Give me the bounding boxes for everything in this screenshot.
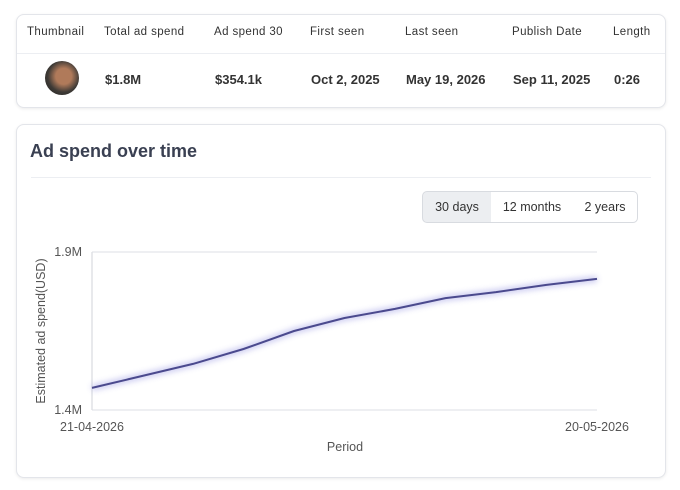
panel-title: Ad spend over time [30,141,198,161]
column-header: Ad spend 30 [214,26,283,38]
range-button[interactable]: 12 months [491,191,574,223]
cell: 0:26 [614,72,641,87]
y-tick-label: 1.9M [54,245,82,259]
column-header: Length [613,26,651,38]
line-glow [91,275,598,391]
thumbnail[interactable] [45,61,79,95]
header-divider [17,53,665,54]
cell: May 19, 2026 [406,72,486,87]
cell: $1.8M [105,72,142,87]
divider [31,177,651,178]
line [91,277,598,389]
y-tick-label: 1.4M [54,403,82,417]
column-header: Total ad spend [104,26,185,38]
cell: Sep 11, 2025 [513,72,591,87]
range-button[interactable]: 2 years [573,191,638,223]
x-axis-label: Period [327,440,363,454]
cell: Oct 2, 2025 [311,72,380,87]
column-header: Thumbnail [27,26,85,38]
y-axis-label: Estimated ad spend(USD) [34,258,48,403]
info-card [16,14,666,108]
column-header: Last seen [405,26,459,38]
cell: $354.1k [215,72,262,87]
x-tick-label: 20-05-2026 [565,420,629,434]
range-button[interactable]: 30 days [422,191,492,223]
column-header: First seen [310,26,365,38]
x-tick-label: 21-04-2026 [60,420,124,434]
chart-card [16,124,666,478]
column-header: Publish Date [512,26,583,38]
